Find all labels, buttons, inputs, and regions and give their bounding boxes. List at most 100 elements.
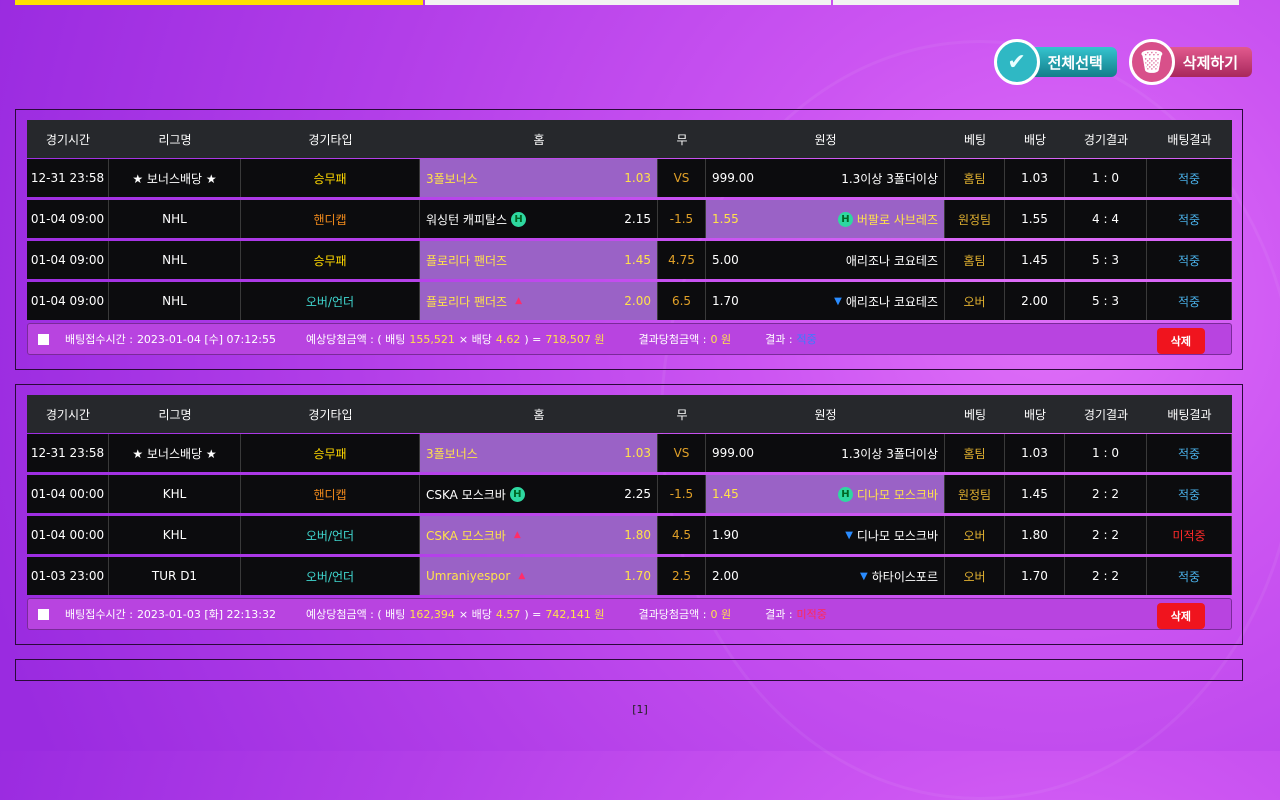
home-pick[interactable]: 3폴보너스 1.03	[420, 159, 658, 197]
home-team: 플로리다 팬더즈	[426, 253, 508, 268]
table-row: 01-04 00:00 KHL 오버/언더 CSKA 모스크바 ▲ 1.80 4.5…	[27, 516, 1232, 554]
column-header: 홈	[420, 120, 658, 158]
bet-time-label: 배팅접수시간 :	[65, 333, 133, 346]
draw-value[interactable]: 4.5	[658, 516, 706, 554]
bet-result: 적중	[1147, 241, 1232, 279]
match-score: 1 : 0	[1065, 159, 1147, 197]
home-pick[interactable]: 플로리다 팬더즈 1.45	[420, 241, 658, 279]
trash-icon: 🗑	[1128, 39, 1175, 85]
match-score: 5 : 3	[1065, 241, 1147, 279]
home-odds: 2.25	[624, 487, 651, 501]
away-pick[interactable]: 1.55 H 버팔로 사브레즈	[706, 200, 945, 238]
away-team: 애리조나 코요테즈	[845, 253, 938, 268]
bet-choice: 홈팀	[945, 159, 1005, 197]
away-pick[interactable]: 1.45 H 디나모 모스크바	[706, 475, 945, 513]
away-pick[interactable]: 999.00 1.3이상 3폴더이상	[706, 159, 945, 197]
bet-result: 적중	[1147, 475, 1232, 513]
home-pick[interactable]: 3폴보너스 1.03	[420, 434, 658, 472]
table-row: 12-31 23:58 ★ 보너스배당 ★ 승무패 3폴보너스 1.03 VS 9…	[27, 159, 1232, 197]
column-header: 원정	[706, 120, 945, 158]
tab-indicator[interactable]	[425, 0, 831, 5]
bet-odds: 1.55	[1005, 200, 1065, 238]
tab-indicator-active[interactable]	[15, 0, 423, 5]
column-header: 베팅	[945, 395, 1005, 433]
home-odds: 1.70	[624, 569, 651, 583]
table-row: 01-04 09:00 NHL 오버/언더 플로리다 팬더즈 ▲ 2.00 6.5 …	[27, 282, 1232, 320]
under-down-icon: ▼	[845, 529, 853, 541]
match-type: 오버/언더	[241, 557, 420, 595]
expected-win: 718,507 원	[545, 333, 605, 346]
home-odds: 1.03	[624, 446, 651, 460]
pagination[interactable]: [1]	[632, 703, 648, 716]
check-icon: ✔	[993, 39, 1040, 85]
under-down-icon: ▼	[860, 570, 868, 582]
away-pick[interactable]: 1.70 ▼ 애리조나 코요테즈	[706, 282, 945, 320]
slip-checkbox[interactable]	[38, 333, 49, 345]
delete-slip-button[interactable]: 삭제	[1156, 603, 1205, 629]
match-score: 2 : 2	[1065, 516, 1147, 554]
column-header: 배팅결과	[1147, 120, 1232, 158]
empty-panel	[15, 659, 1243, 681]
away-odds: 1.90	[712, 528, 739, 542]
draw-value[interactable]: 6.5	[658, 282, 706, 320]
away-pick[interactable]: 5.00 애리조나 코요테즈	[706, 241, 945, 279]
home-team: 3폴보너스	[426, 446, 478, 461]
away-team: 디나모 모스크바	[856, 487, 938, 502]
home-odds: 1.45	[624, 253, 651, 267]
column-header: 배당	[1005, 120, 1065, 158]
column-header: 경기타입	[241, 120, 420, 158]
draw-value[interactable]: -1.5	[658, 200, 706, 238]
draw-value[interactable]: -1.5	[658, 475, 706, 513]
tab-indicator[interactable]	[833, 0, 1239, 5]
column-header: 무	[658, 395, 706, 433]
home-pick[interactable]: CSKA 모스크바 ▲ 1.80	[420, 516, 658, 554]
draw-value[interactable]: 2.5	[658, 557, 706, 595]
over-up-icon: ▲	[515, 296, 523, 306]
delete-selected-button[interactable]: 🗑 삭제하기	[1128, 39, 1252, 85]
expected-label: 예상당첨금액 : ( 배팅	[305, 608, 406, 621]
select-all-button[interactable]: ✔ 전체선택	[993, 39, 1117, 85]
column-header: 홈	[420, 395, 658, 433]
away-pick[interactable]: 999.00 1.3이상 3폴더이상	[706, 434, 945, 472]
bet-slip: 경기시간 리그명 경기타입 홈 무 원정 베팅 배당 경기결과 배팅결과 12-31 23:58 …	[15, 109, 1243, 370]
home-team: 3폴보너스	[426, 171, 478, 186]
match-type: 오버/언더	[241, 516, 420, 554]
delete-slip-button[interactable]: 삭제	[1156, 328, 1205, 354]
table-row: 12-31 23:58 ★ 보너스배당 ★ 승무패 3폴보너스 1.03 VS 9…	[27, 434, 1232, 472]
league-name: KHL	[109, 475, 241, 513]
match-type: 오버/언더	[241, 282, 420, 320]
draw-value[interactable]: VS	[658, 159, 706, 197]
match-time: 12-31 23:58	[27, 434, 109, 472]
away-team: 디나모 모스크바	[856, 528, 938, 543]
total-odds: 4.57	[495, 607, 521, 621]
home-odds: 2.15	[624, 212, 651, 226]
home-pick[interactable]: 플로리다 팬더즈 ▲ 2.00	[420, 282, 658, 320]
slip-result: 적중	[796, 333, 817, 346]
match-type: 승무패	[241, 159, 420, 197]
away-team: 1.3이상 3폴더이상	[841, 171, 938, 186]
slip-summary: 배팅접수시간 : 2023-01-03 [화] 22:13:32 예상당첨금액 …	[27, 598, 1232, 630]
match-time: 12-31 23:58	[27, 159, 109, 197]
home-pick[interactable]: Umraniyespor ▲ 1.70	[420, 557, 658, 595]
column-header: 리그명	[109, 120, 241, 158]
home-pick[interactable]: CSKA 모스크바 H 2.25	[420, 475, 658, 513]
result-label: 결과 :	[765, 608, 793, 621]
bet-result: 적중	[1147, 200, 1232, 238]
bet-result: 적중	[1147, 434, 1232, 472]
bet-odds: 1.03	[1005, 434, 1065, 472]
under-down-icon: ▼	[834, 295, 842, 307]
draw-value[interactable]: 4.75	[658, 241, 706, 279]
bet-result: 미적중	[1147, 516, 1232, 554]
home-team: CSKA 모스크바	[426, 487, 506, 502]
away-pick[interactable]: 1.90 ▼ 디나모 모스크바	[706, 516, 945, 554]
home-pick[interactable]: 워싱턴 캐피탈스 H 2.15	[420, 200, 658, 238]
home-odds: 2.00	[624, 294, 651, 308]
slip-checkbox[interactable]	[38, 608, 49, 620]
slip-result: 미적중	[796, 608, 827, 621]
away-pick[interactable]: 2.00 ▼ 하타이스포르	[706, 557, 945, 595]
column-header: 배당	[1005, 395, 1065, 433]
away-team: 1.3이상 3폴더이상	[841, 446, 938, 461]
delete-label: 삭제하기	[1162, 47, 1252, 77]
draw-value[interactable]: VS	[658, 434, 706, 472]
bet-time: 2023-01-04 [수] 07:12:55	[136, 333, 276, 346]
